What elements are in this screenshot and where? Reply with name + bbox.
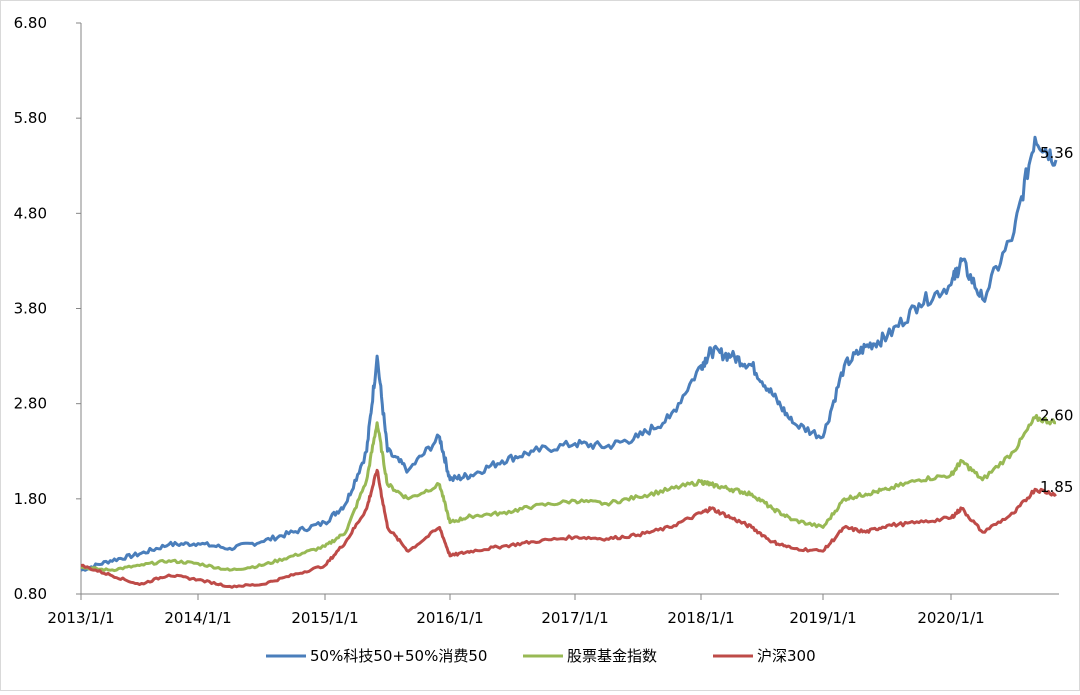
legend: 50%科技50+50%消费50 股票基金指数 沪深300 xyxy=(266,647,816,665)
x-axis-ticks: 2013/1/1 2014/1/1 2015/1/1 2016/1/1 2017/1/1… xyxy=(47,594,985,627)
x-tick-label: 2015/1/1 xyxy=(291,609,358,627)
x-tick-label: 2013/1/1 xyxy=(47,609,114,627)
x-tick-label: 2020/1/1 xyxy=(917,609,984,627)
y-axis-ticks: 0.80 1.80 2.80 3.80 4.80 5.80 6.80 xyxy=(14,14,81,603)
end-value-label: 5.36 xyxy=(1040,144,1073,162)
y-tick-label: 6.80 xyxy=(14,14,47,32)
end-labels: 5.36 2.60 1.85 xyxy=(1040,144,1073,496)
y-tick-label: 4.80 xyxy=(14,204,47,222)
x-tick-label: 2016/1/1 xyxy=(416,609,483,627)
series-line-2 xyxy=(80,413,1057,573)
x-tick-label: 2014/1/1 xyxy=(164,609,231,627)
legend-label: 沪深300 xyxy=(757,647,816,665)
legend-label: 股票基金指数 xyxy=(567,647,657,665)
y-tick-label: 0.80 xyxy=(14,585,47,603)
y-tick-label: 3.80 xyxy=(14,300,47,318)
y-tick-label: 5.80 xyxy=(14,109,47,127)
end-value-label: 1.85 xyxy=(1040,478,1073,496)
legend-label: 50%科技50+50%消费50 xyxy=(310,647,487,665)
x-tick-label: 2019/1/1 xyxy=(789,609,856,627)
series-line-3 xyxy=(80,468,1057,589)
x-tick-label: 2017/1/1 xyxy=(541,609,608,627)
series-lines xyxy=(80,135,1058,589)
y-tick-label: 2.80 xyxy=(14,395,47,413)
end-value-label: 2.60 xyxy=(1040,407,1073,425)
series-line-1 xyxy=(80,135,1058,572)
y-tick-label: 1.80 xyxy=(14,490,47,508)
x-tick-label: 2018/1/1 xyxy=(667,609,734,627)
